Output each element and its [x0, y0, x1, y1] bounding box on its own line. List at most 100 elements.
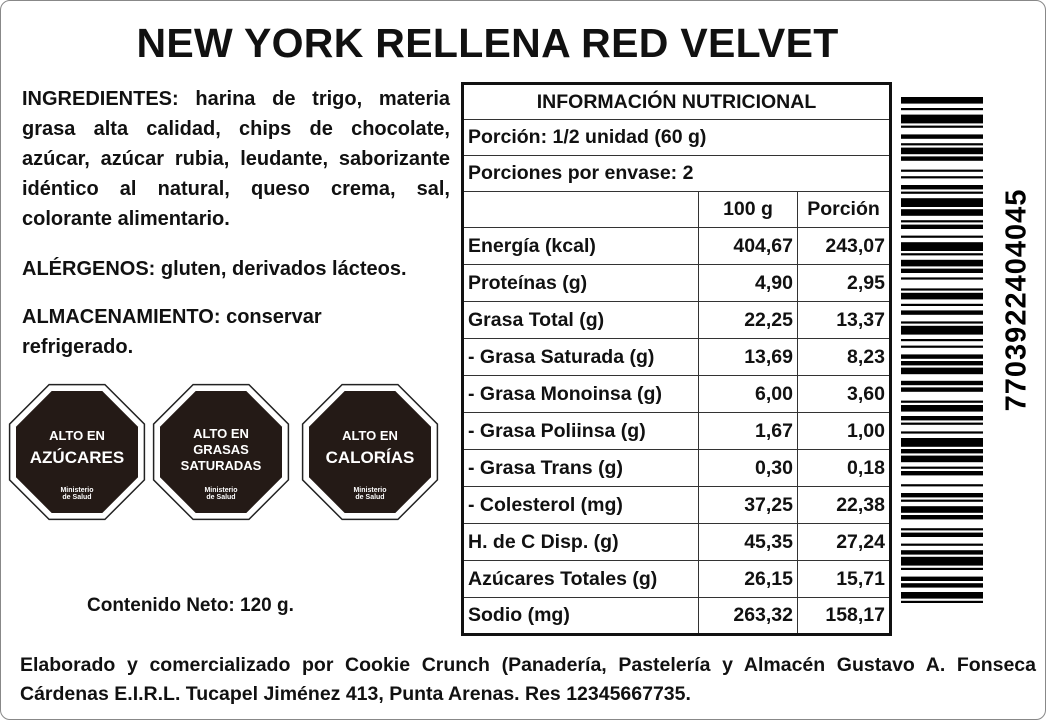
nutrient-value: 8,23 [797, 338, 891, 376]
nutrient-value: 13,37 [797, 301, 891, 339]
nutrient-value: 27,24 [797, 523, 891, 561]
column-header: 100 g [698, 191, 798, 228]
nutrient-value: 4,90 [698, 264, 798, 302]
barcode-bar [901, 310, 983, 315]
seal-ministry: Ministerio [353, 487, 386, 494]
servings-row: Porciones por envase: 2 [462, 155, 891, 192]
barcode-bar [901, 235, 983, 238]
barcode-bar [901, 506, 983, 513]
nutrient-value: 6,00 [698, 375, 798, 413]
table-title: INFORMACIÓN NUTRICIONAL [462, 83, 891, 120]
barcode-bar [901, 169, 983, 172]
storage-label: ALMACENAMIENTO: [22, 306, 221, 328]
barcode-bar [901, 253, 983, 256]
barcode-bar [901, 156, 983, 161]
barcode-bar [901, 405, 983, 412]
barcode-bar [901, 438, 983, 447]
nutrient-name: Sodio (mg) [462, 597, 699, 635]
ingredients-label: INGREDIENTES: [22, 88, 179, 110]
seal-text: AZÚCARES [30, 448, 124, 467]
serving-row: Porción: 1/2 unidad (60 g) [462, 119, 891, 156]
nutrient-row: - Grasa Saturada (g) 13,69 8,23 [462, 338, 891, 376]
ingredients: INGREDIENTES: harina de trigo, materia g… [22, 84, 450, 234]
nutrient-name: Proteínas (g) [462, 264, 699, 302]
barcode-bar [901, 339, 983, 342]
barcode-bar [901, 176, 983, 179]
barcode-bar [901, 449, 983, 454]
allergens-label: ALÉRGENOS: [22, 258, 156, 280]
barcode-bar [901, 224, 983, 229]
barcode-bar [901, 493, 983, 498]
barcode-bar [901, 532, 983, 537]
barcode-bar [901, 185, 983, 190]
nutrient-value: 1,00 [797, 412, 891, 450]
column-header: Porción [797, 191, 891, 228]
nutrient-value: 22,25 [698, 301, 798, 339]
barcode-bar [901, 466, 983, 469]
empty-header [462, 191, 699, 228]
seal-ministry: de Salud [355, 494, 384, 501]
storage: ALMACENAMIENTO: conservar refrigerado. [22, 302, 362, 362]
barcode-bar [901, 259, 983, 267]
barcode-bar [901, 209, 983, 216]
seal-body [160, 391, 282, 513]
barcode-bar [901, 484, 983, 487]
product-title: NEW YORK RELLENA RED VELVET [136, 20, 839, 66]
barcode-bar [901, 543, 983, 546]
barcode-bar [901, 455, 983, 463]
nutrient-value: 26,15 [698, 560, 798, 598]
nutrient-name: - Grasa Saturada (g) [462, 338, 699, 376]
nutrient-row: - Colesterol (mg) 37,25 22,38 [462, 486, 891, 524]
nutrient-row: H. de C Disp. (g) 45,35 27,24 [462, 523, 891, 561]
nutrition-table: INFORMACIÓN NUTRICIONAL Porción: 1/2 unid… [461, 82, 892, 636]
barcode-bar [901, 345, 983, 348]
nutrient-row: Azúcares Totales (g) 26,15 15,71 [462, 560, 891, 598]
barcode-bar [901, 191, 983, 194]
nutrient-name: - Grasa Monoinsa (g) [462, 375, 699, 413]
servings-per-package: Porciones por envase: 2 [462, 155, 891, 192]
barcode-bar [901, 387, 983, 392]
barcode-bar [901, 550, 983, 555]
storage-text: conservar refrigerado. [22, 306, 322, 358]
nutrient-row: Proteínas (g) 4,90 2,95 [462, 264, 891, 302]
nutrient-value: 0,18 [797, 449, 891, 487]
barcode-bar [901, 268, 983, 273]
seal-ministry: de Salud [62, 494, 91, 501]
barcode-bar [901, 600, 983, 603]
nutrient-name: - Grasa Poliinsa (g) [462, 412, 699, 450]
barcode-bar [901, 321, 983, 324]
nutrient-name: Energía (kcal) [462, 227, 699, 265]
nutrient-name: Grasa Total (g) [462, 301, 699, 339]
nutrient-value: 3,60 [797, 375, 891, 413]
nutrient-row: Grasa Total (g) 22,25 13,37 [462, 301, 891, 339]
barcode-bar [901, 592, 983, 599]
nutrient-value: 15,71 [797, 560, 891, 598]
nutrient-value: 404,67 [698, 227, 798, 265]
nutrient-row: - Grasa Trans (g) 0,30 0,18 [462, 449, 891, 487]
seal-text: ALTO EN [193, 426, 249, 441]
barcode-bar [901, 416, 983, 421]
barcode-bar [901, 134, 983, 139]
nutrient-value: 22,38 [797, 486, 891, 524]
seal-text: GRASAS [193, 442, 249, 457]
seal-text: SATURADAS [181, 458, 262, 473]
table-title-row: INFORMACIÓN NUTRICIONAL [462, 83, 891, 120]
barcode-bar [901, 576, 983, 581]
seal-ministry: Ministerio [60, 487, 93, 494]
nutrient-value: 13,69 [698, 338, 798, 376]
seal-text: ALTO EN [49, 428, 105, 443]
barcode-bar [901, 400, 983, 403]
nutrient-value: 2,95 [797, 264, 891, 302]
seal-text: CALORÍAS [326, 448, 415, 467]
barcode-bar [901, 422, 983, 425]
barcode-bar [901, 114, 983, 124]
barcode-bar [901, 288, 983, 291]
footer: Elaborado y comercializado por Cookie Cr… [20, 654, 1036, 705]
nutrient-name: H. de C Disp. (g) [462, 523, 699, 561]
barcode-bar [901, 147, 983, 155]
nutrient-value: 0,30 [698, 449, 798, 487]
barcode-bar [901, 361, 983, 366]
barcode-bar [901, 528, 983, 531]
nutrient-value: 37,25 [698, 486, 798, 524]
